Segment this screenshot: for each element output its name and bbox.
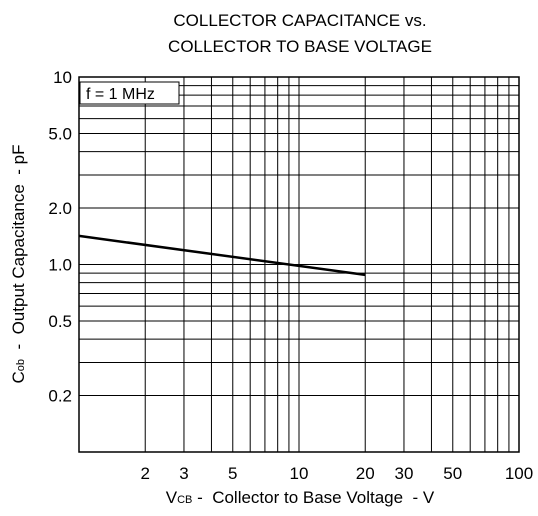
y-tick-label: 0.5 — [48, 312, 72, 331]
grid — [79, 77, 519, 452]
x-tick-label: 2 — [140, 464, 149, 483]
y-tick-label: 1.0 — [48, 256, 72, 275]
plot-frame — [78, 76, 520, 453]
x-tick-label: 50 — [443, 464, 462, 483]
x-tick-label: 20 — [356, 464, 375, 483]
x-tick-label: 5 — [228, 464, 237, 483]
x-tick-labels: 2 3 5 10 20 30 50 100 — [140, 464, 533, 483]
x-tick-label: 100 — [505, 464, 533, 483]
capacitance-curve — [78, 234, 366, 277]
y-tick-label: 5.0 — [48, 124, 72, 143]
chart-title-line-2: COLLECTOR TO BASE VOLTAGE — [168, 37, 432, 56]
y-axis-label-main: C — [9, 371, 28, 383]
y-tick-label: 10 — [53, 68, 72, 87]
y-tick-label: 2.0 — [48, 199, 72, 218]
x-axis-label-main: V — [166, 488, 178, 507]
x-tick-label: 3 — [179, 464, 188, 483]
annotation-box — [79, 81, 180, 105]
y-tick-labels: 0.2 0.5 1.0 2.0 5.0 10 — [48, 68, 72, 406]
x-tick-label: 10 — [290, 464, 309, 483]
x-axis-label-rest: - Collector to Base Voltage - V — [192, 488, 435, 507]
y-axis-label-rest: - Output Capacitance - pF — [9, 144, 28, 358]
x-axis-label: VCB - Collector to Base Voltage - V — [166, 488, 435, 507]
x-axis-label-subscript: CB — [177, 494, 192, 506]
frequency-annotation: f = 1 MHz — [86, 86, 155, 103]
y-tick-label: 0.2 — [48, 387, 72, 406]
y-axis-label: Cob - Output Capacitance - pF — [9, 144, 28, 383]
chart-title-line-1: COLLECTOR CAPACITANCE vs. — [173, 11, 426, 30]
y-axis-label-subscript: ob — [15, 359, 27, 371]
series-layer — [78, 234, 366, 277]
x-tick-label: 30 — [395, 464, 414, 483]
